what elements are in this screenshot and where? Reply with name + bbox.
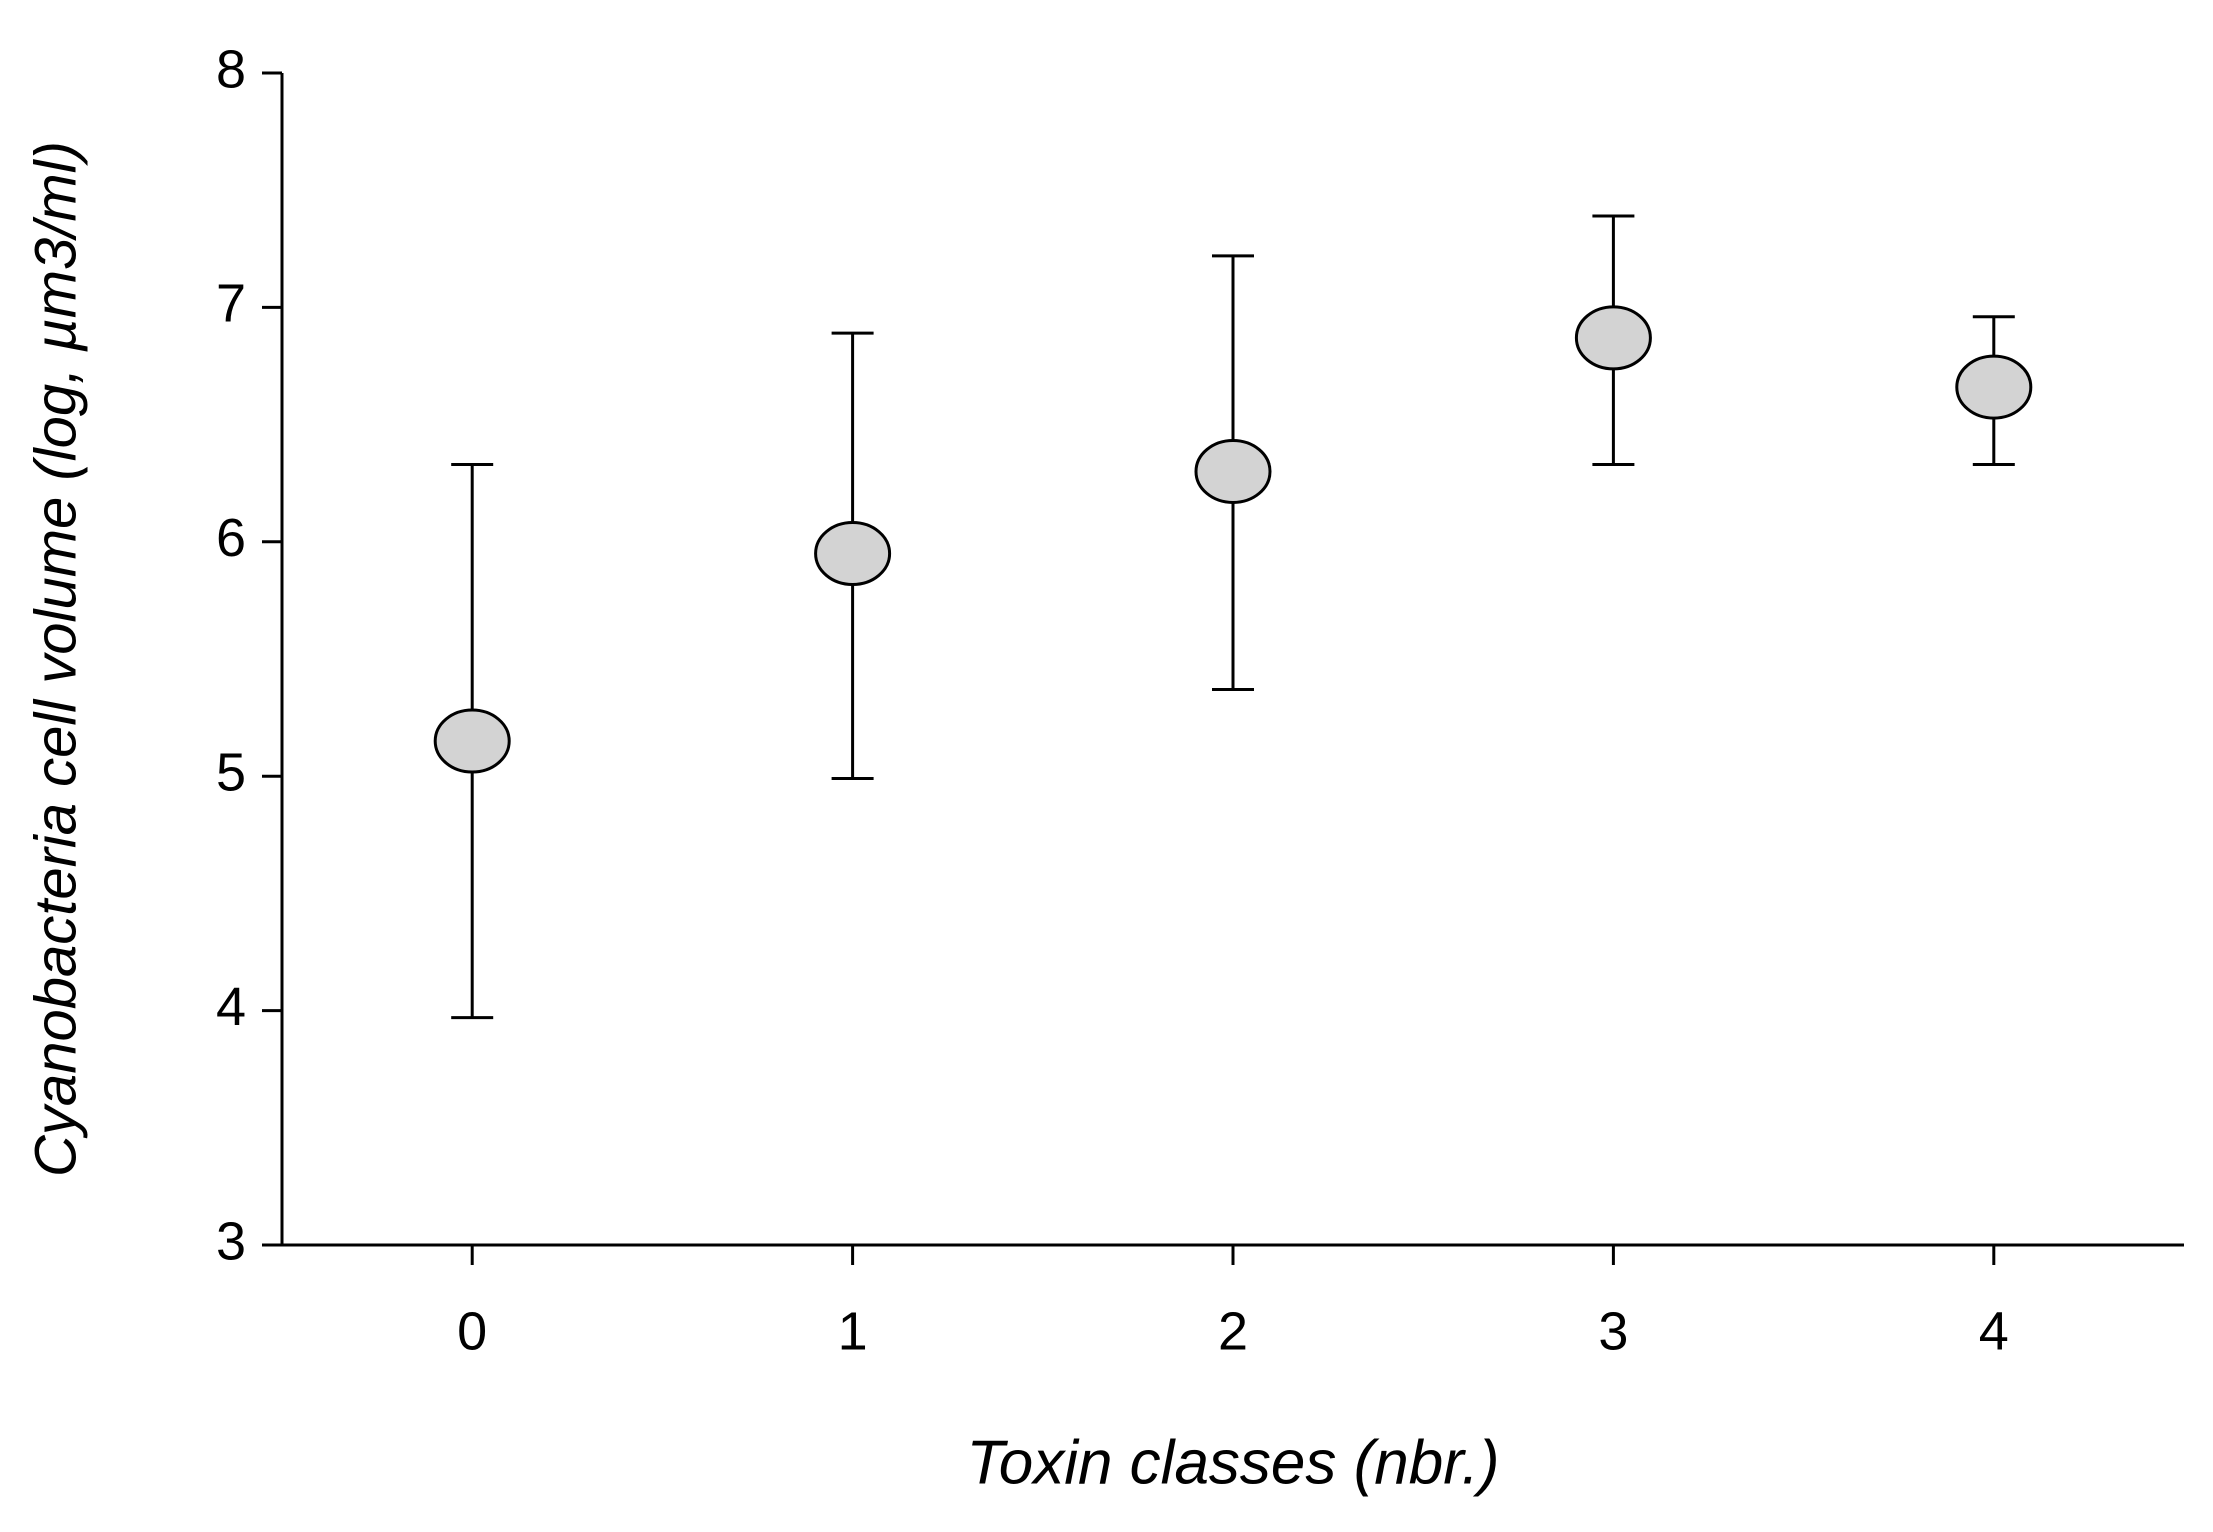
x-tick-label: 1 — [838, 1301, 868, 1361]
point — [433, 708, 511, 774]
y-axis-label: Cyanobacteria cell volume (log, µm3/ml) — [23, 141, 88, 1177]
x-axis-label: Toxin classes (nbr.) — [967, 1428, 1500, 1497]
y-tick-label: 8 — [216, 39, 246, 99]
y-tick-label: 6 — [216, 508, 246, 568]
x-tick-label: 4 — [1979, 1301, 2009, 1361]
point — [1574, 305, 1652, 371]
y-tick-label: 7 — [216, 274, 246, 334]
point — [1194, 438, 1272, 504]
y-tick-label: 4 — [216, 977, 246, 1037]
y-tick-label: 5 — [216, 742, 246, 802]
x-tick-label: 2 — [1218, 1301, 1248, 1361]
x-tick-label: 0 — [457, 1301, 487, 1361]
point — [814, 521, 892, 587]
x-tick-label: 3 — [1598, 1301, 1628, 1361]
y-tick-label: 3 — [216, 1211, 246, 1271]
point — [1955, 354, 2033, 420]
